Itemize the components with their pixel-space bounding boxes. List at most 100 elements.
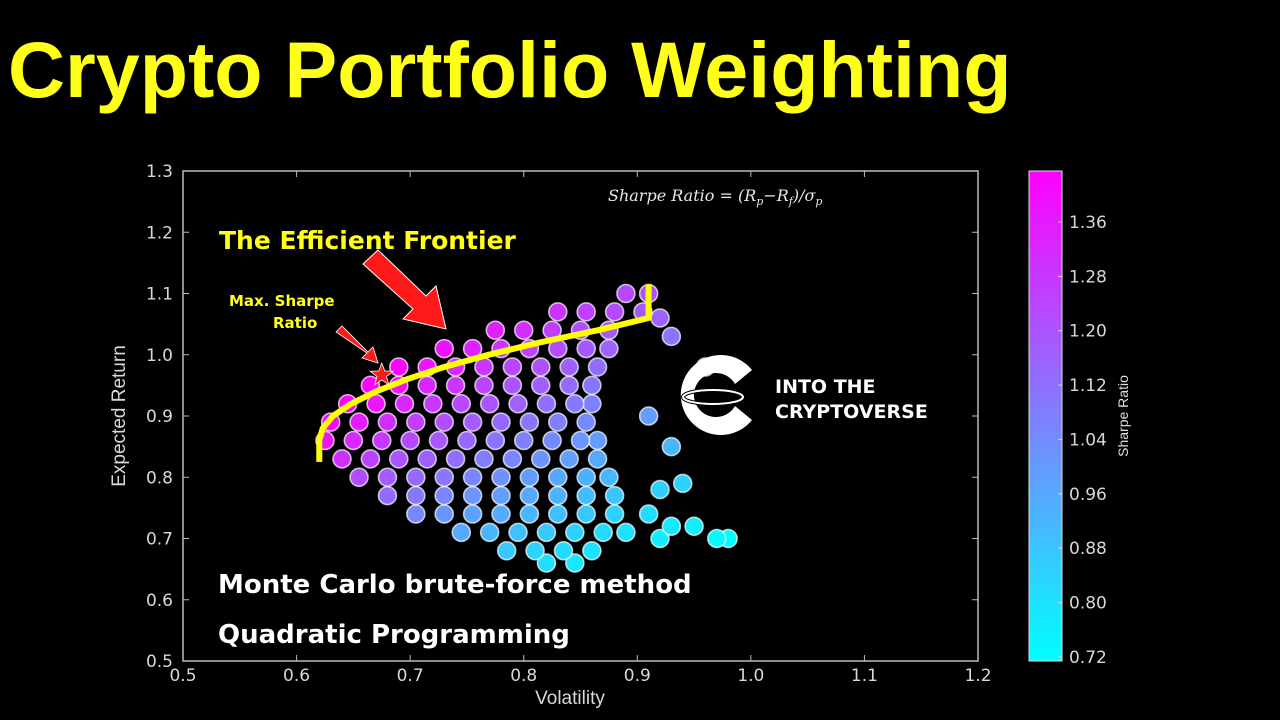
scatter-point bbox=[423, 393, 443, 414]
scatter-point bbox=[672, 473, 693, 494]
scatter-point bbox=[599, 467, 619, 488]
colorbar-tick-label: 0.88 bbox=[1069, 539, 1107, 559]
scatter-point bbox=[661, 436, 682, 457]
scatter-point bbox=[576, 485, 596, 506]
scatter-point bbox=[530, 449, 551, 469]
colorbar-tick-label: 0.72 bbox=[1069, 648, 1107, 668]
scatter-point bbox=[502, 357, 523, 377]
y-axis-ticks: 0.5 0.6 0.7 0.8 0.9 1.0 1.1 1.2 1.3 bbox=[146, 162, 978, 672]
scatter-point bbox=[547, 302, 568, 322]
scatter-point bbox=[519, 467, 540, 488]
max-sharpe-label-line2: Ratio bbox=[273, 314, 318, 332]
colorbar-tick-label: 1.12 bbox=[1069, 376, 1107, 396]
scatter-point bbox=[513, 320, 534, 341]
scatter-point bbox=[485, 430, 506, 451]
scatter-point bbox=[661, 516, 682, 537]
scatter-point bbox=[491, 467, 511, 488]
scatter-point bbox=[496, 540, 517, 561]
scatter-point bbox=[479, 522, 500, 543]
scatter-point bbox=[406, 504, 426, 524]
scatter-point bbox=[445, 449, 466, 469]
scatter-point bbox=[462, 504, 483, 524]
scatter-point bbox=[530, 357, 551, 377]
scatter-point bbox=[406, 467, 426, 488]
scatter-point bbox=[519, 412, 540, 432]
scatter-point bbox=[451, 522, 472, 543]
colorbar-tick-label: 0.80 bbox=[1069, 594, 1107, 614]
colorbar-ticks: 0.72 0.80 0.88 0.96 1.04 1.12 1.20 1.28 1.36 bbox=[1058, 213, 1107, 668]
scatter-point bbox=[542, 430, 562, 451]
scatter-point bbox=[604, 302, 625, 322]
max-sharpe-label-line1: Max. Sharpe bbox=[229, 292, 335, 310]
scatter-point bbox=[457, 430, 477, 451]
colorbar-tick-label: 1.20 bbox=[1069, 322, 1107, 342]
scatter-point bbox=[684, 516, 704, 537]
scatter-point bbox=[491, 504, 511, 524]
scatter-point bbox=[434, 412, 455, 432]
cryptoverse-logo-icon bbox=[680, 355, 752, 435]
scatter-point bbox=[525, 540, 545, 561]
scatter-point bbox=[388, 357, 409, 377]
scatter-point bbox=[638, 504, 659, 524]
scatter-point bbox=[559, 375, 579, 396]
max-sharpe-star-icon bbox=[369, 361, 395, 386]
formula-text: )/σ bbox=[792, 186, 816, 205]
scatter-point bbox=[604, 504, 625, 524]
x-tick-label: 0.6 bbox=[283, 666, 310, 686]
scatter-point bbox=[349, 467, 369, 488]
scatter-point bbox=[434, 467, 455, 488]
scatter-point bbox=[650, 308, 670, 328]
y-tick-label: 0.7 bbox=[146, 530, 173, 550]
scatter-point bbox=[604, 485, 625, 506]
scatter-point bbox=[360, 449, 381, 469]
y-axis-label: Expected Return bbox=[109, 345, 130, 487]
scatter-point bbox=[508, 522, 528, 543]
scatter-point bbox=[582, 393, 602, 414]
y-tick-label: 1.0 bbox=[146, 346, 173, 366]
x-tick-label: 1.0 bbox=[737, 666, 764, 686]
scatter-point bbox=[536, 553, 557, 573]
colorbar-tick-label: 1.28 bbox=[1069, 267, 1107, 287]
formula-text: −R bbox=[763, 186, 789, 205]
scatter-point bbox=[576, 412, 596, 432]
y-tick-label: 1.3 bbox=[146, 162, 173, 182]
scatter-point bbox=[576, 504, 596, 524]
scatter-point bbox=[536, 522, 557, 543]
scatter-point bbox=[530, 375, 551, 396]
scatter-point bbox=[536, 393, 557, 414]
scatter-point bbox=[377, 467, 398, 488]
colorbar bbox=[1028, 170, 1063, 662]
scatter-point bbox=[576, 302, 596, 322]
scatter-point bbox=[576, 338, 596, 359]
scatter-point bbox=[553, 540, 574, 561]
scatter-point bbox=[462, 467, 483, 488]
y-tick-label: 0.9 bbox=[146, 407, 173, 427]
scatter-point bbox=[582, 375, 602, 396]
formula-sub: p bbox=[815, 195, 823, 209]
scatter-point bbox=[559, 357, 579, 377]
scatter-point bbox=[417, 449, 437, 469]
scatter-point bbox=[587, 449, 608, 469]
scatter-point bbox=[565, 553, 585, 573]
scatter-point bbox=[587, 357, 608, 377]
scatter-point bbox=[547, 485, 568, 506]
max-sharpe-arrow-icon bbox=[335, 325, 379, 364]
scatter-point bbox=[474, 375, 494, 396]
scatter-point bbox=[593, 522, 614, 543]
scatter-point bbox=[343, 430, 364, 451]
sharpe-formula: Sharpe Ratio = (Rp−Rf)/σp bbox=[608, 186, 822, 208]
y-tick-label: 0.6 bbox=[146, 591, 173, 611]
scatter-point bbox=[587, 430, 608, 451]
scatter-point bbox=[388, 449, 409, 469]
scatter-point bbox=[474, 449, 494, 469]
scatter-point bbox=[434, 485, 455, 506]
scatter-point bbox=[519, 485, 540, 506]
scatter-point bbox=[491, 485, 511, 506]
x-tick-label: 1.1 bbox=[851, 666, 878, 686]
scatter-point bbox=[479, 393, 500, 414]
formula-text: Sharpe Ratio = (R bbox=[608, 186, 757, 205]
method-monte-carlo: Monte Carlo brute-force method bbox=[218, 570, 692, 600]
scatter-point bbox=[332, 449, 352, 469]
scatter-point bbox=[616, 522, 636, 543]
